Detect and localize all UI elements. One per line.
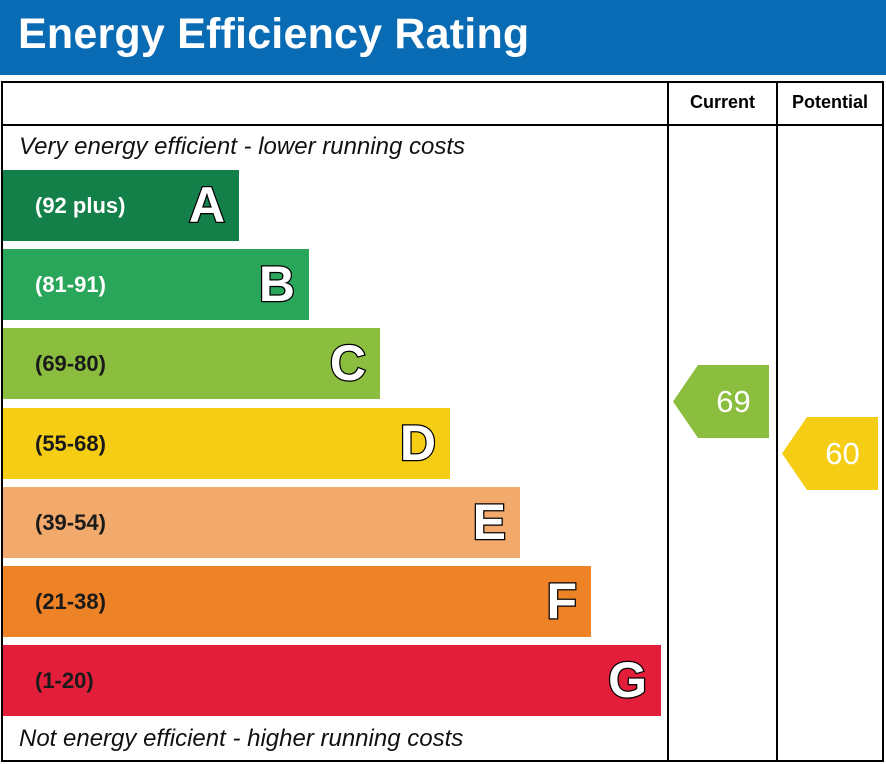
band-d-letter: D [399,414,438,473]
band-a-letter: A [188,176,227,235]
band-g-range: (1-20) [35,668,94,693]
band-g-letter: G [607,651,648,710]
band-c-letter: C [329,334,368,393]
current-column-header: Current [689,92,755,112]
band-c-range: (69-80) [35,351,106,376]
band-e-range: (39-54) [35,510,106,535]
band-c: (69-80) C [3,328,380,399]
band-b-letter: B [258,255,297,314]
header-row-divider [1,124,884,126]
rating-table-frame [1,81,884,762]
band-b-range: (81-91) [35,272,106,297]
band-f-range: (21-38) [35,589,106,614]
band-d-range: (55-68) [35,431,106,456]
column-divider-potential [776,81,778,762]
header-bar: Energy Efficiency Rating [0,0,886,75]
bottom-efficiency-note: Not energy efficient - higher running co… [19,725,464,752]
band-d: (55-68) D [3,408,450,479]
column-divider-current [667,81,669,762]
band-a: (92 plus) A [3,170,239,241]
top-efficiency-note: Very energy efficient - lower running co… [19,133,465,160]
band-a-range: (92 plus) [35,193,126,218]
band-f-letter: F [545,572,578,631]
band-b: (81-91) B [3,249,309,320]
band-e: (39-54) E [3,487,520,558]
band-f: (21-38) F [3,566,591,637]
band-g: (1-20) G [3,645,661,716]
potential-rating-value: 60 [825,435,860,471]
potential-column-header: Potential [791,92,868,112]
page-title: Energy Efficiency Rating [18,10,530,58]
band-e-letter: E [471,493,507,552]
current-rating-value: 69 [716,383,751,419]
